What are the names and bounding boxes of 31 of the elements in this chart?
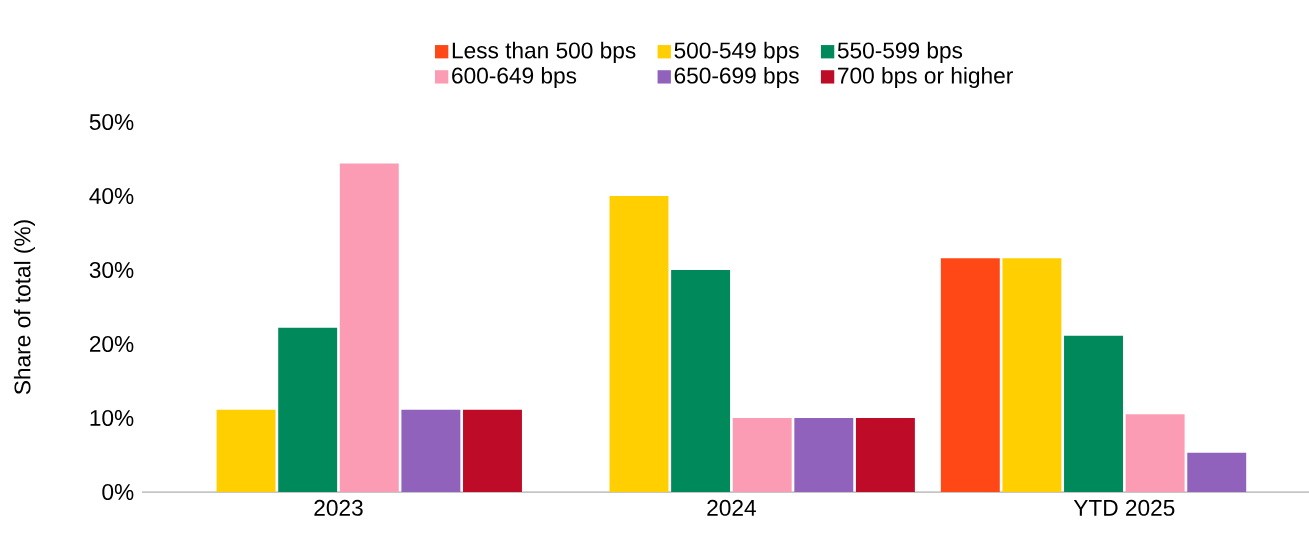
bar (794, 417, 854, 492)
y-tick-label: 30% (89, 261, 134, 279)
y-tick-label: 10% (90, 409, 134, 427)
y-tick-label: 40% (89, 187, 134, 205)
bar (401, 409, 461, 492)
bar (609, 195, 669, 492)
bar (339, 163, 399, 492)
y-tick-label: 20% (89, 335, 134, 353)
bar (732, 417, 792, 492)
x-tick-label: YTD 2025 (1073, 499, 1175, 516)
legend-label: 650-699 bps (674, 66, 799, 89)
bar (671, 269, 731, 492)
legend-label: Less than 500 bps (452, 41, 636, 63)
bar (278, 327, 338, 492)
legend-label: 700 bps or higher (838, 66, 1013, 89)
bar (855, 417, 915, 492)
x-tick-label: 2023 (314, 499, 363, 516)
legend-label: 600-649 bps (452, 66, 577, 89)
legend-label: 500-549 bps (674, 41, 799, 63)
bar (1064, 335, 1123, 492)
x-tick-label: 2024 (707, 499, 756, 516)
y-tick-label: 0% (102, 483, 134, 501)
bar (1187, 452, 1247, 492)
y-tick-label: 50% (89, 113, 134, 131)
bar (1125, 414, 1185, 492)
bar (216, 409, 276, 492)
legend-label: 550-599 bps (837, 41, 963, 63)
bar (1002, 258, 1062, 492)
bar (940, 258, 1000, 492)
y-axis-title: Share of total (%) (13, 220, 35, 395)
bar (463, 409, 522, 492)
